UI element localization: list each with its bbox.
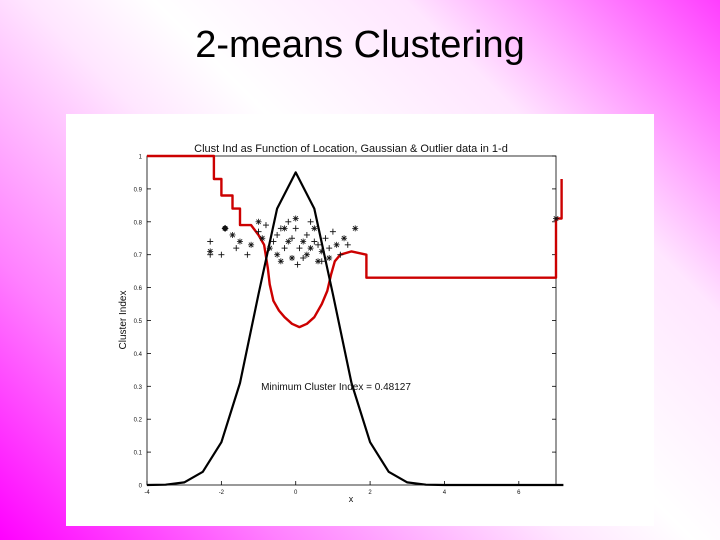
data-point-plus <box>303 231 310 238</box>
data-point-plus <box>307 218 314 225</box>
data-point-plus <box>337 251 344 258</box>
y-tick-label: 0.8 <box>134 220 143 226</box>
data-point-star <box>281 225 288 232</box>
data-point-plus <box>244 251 251 258</box>
data-markers <box>207 215 559 268</box>
data-point-star <box>352 225 359 232</box>
data-point-star <box>311 225 318 232</box>
x-tick-label: 6 <box>517 490 521 496</box>
data-point-plus <box>218 251 225 258</box>
x-tick-label: -4 <box>144 490 150 496</box>
data-point-star <box>289 254 296 261</box>
data-point-plus <box>315 241 322 248</box>
data-point-star <box>300 238 307 245</box>
data-point-star <box>326 254 333 261</box>
y-tick-label: 0.5 <box>134 319 143 325</box>
data-point-plus <box>285 218 292 225</box>
data-point-star <box>207 248 214 255</box>
data-point-star <box>303 251 310 258</box>
y-tick-label: 0.2 <box>134 418 143 424</box>
data-point-plus <box>270 238 277 245</box>
data-point-star <box>266 245 273 252</box>
cluster-index-curve <box>147 154 563 329</box>
data-point-star <box>248 241 255 248</box>
data-point-plus <box>326 245 333 252</box>
axis-tick-labels: 0 0.1 0.2 0.3 0.4 0.5 0.6 0.7 0.8 0.9 1 -4 -2 0 2 4 6 <box>134 155 521 497</box>
data-point-star <box>341 235 348 242</box>
plot-frame <box>146 155 557 486</box>
gaussian-density-curve <box>146 171 564 487</box>
data-point-star <box>229 231 236 238</box>
cluster-index-chart: Clust Ind as Function of Location, Gauss… <box>118 143 564 504</box>
data-point-star <box>277 258 284 265</box>
outlier-point <box>553 215 559 222</box>
data-point-plus <box>255 228 262 235</box>
y-tick-label: 0.4 <box>134 352 143 358</box>
axis-ticks <box>146 155 556 486</box>
data-point-diamond <box>221 224 229 232</box>
data-point-plus <box>294 261 301 268</box>
data-point-star <box>236 238 243 245</box>
data-point-plus <box>344 241 351 248</box>
y-tick-label: 0 <box>139 484 143 490</box>
x-tick-label: -2 <box>219 490 225 496</box>
chart-title: Clust Ind as Function of Location, Gauss… <box>194 143 508 155</box>
data-point-star <box>274 251 281 258</box>
data-point-plus <box>296 245 303 252</box>
x-tick-label: 2 <box>368 490 372 496</box>
data-point-star <box>285 238 292 245</box>
data-point-plus <box>233 245 240 252</box>
data-point-star <box>315 258 322 265</box>
x-axis-label: x <box>349 494 354 504</box>
data-point-plus <box>281 245 288 252</box>
data-point-star <box>333 241 340 248</box>
data-point-star <box>318 248 325 255</box>
data-point-star <box>292 215 299 222</box>
data-point-plus <box>289 235 296 242</box>
data-point-plus <box>300 254 307 261</box>
figure-panel: Clust Ind as Function of Location, Gauss… <box>66 114 654 526</box>
data-point-plus <box>207 238 214 245</box>
y-tick-label: 0.6 <box>134 286 143 292</box>
data-point-plus <box>292 225 299 232</box>
series-lines <box>146 154 564 487</box>
y-tick-label: 1 <box>139 155 143 161</box>
y-tick-label: 0.7 <box>134 253 143 259</box>
x-tick-label: 0 <box>294 490 298 496</box>
data-point-plus <box>311 238 318 245</box>
data-point-plus <box>322 235 329 242</box>
data-point-star <box>259 235 266 242</box>
y-tick-label: 0.3 <box>134 385 143 391</box>
y-tick-label: 0.9 <box>134 187 143 193</box>
y-tick-label: 0.1 <box>134 451 143 457</box>
slide-title: 2-means Clustering <box>195 24 525 66</box>
x-tick-label: 4 <box>443 490 447 496</box>
data-point-plus <box>274 231 281 238</box>
data-point-star <box>255 218 262 225</box>
y-axis-label: Cluster Index <box>118 291 129 350</box>
data-point-star <box>307 245 314 252</box>
data-point-plus <box>329 228 336 235</box>
data-point-plus <box>262 222 269 229</box>
min-cluster-index-annotation: Minimum Cluster Index = 0.48127 <box>261 382 411 393</box>
